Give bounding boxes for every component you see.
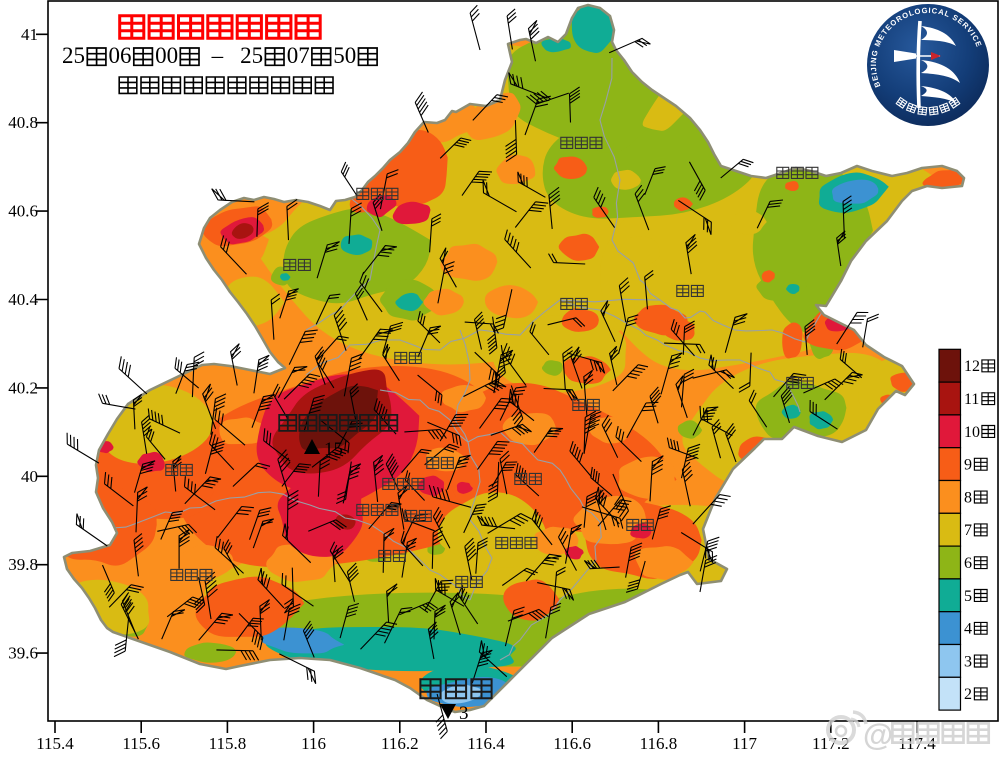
svg-text:25: 25	[240, 43, 263, 68]
svg-text:40.4: 40.4	[8, 290, 38, 309]
svg-text:9: 9	[964, 457, 972, 474]
svg-text:40.8: 40.8	[8, 113, 38, 132]
svg-text:116.6: 116.6	[553, 734, 591, 753]
svg-text:115.4: 115.4	[36, 734, 74, 753]
svg-text:2: 2	[964, 686, 972, 703]
svg-text:11: 11	[964, 391, 979, 408]
svg-text:117.2: 117.2	[812, 734, 850, 753]
svg-text:39.6: 39.6	[8, 644, 38, 663]
svg-text:50: 50	[333, 43, 356, 68]
svg-text:41: 41	[21, 25, 38, 44]
svg-text:15: 15	[324, 439, 343, 460]
svg-text:6: 6	[964, 555, 972, 572]
svg-text:40: 40	[21, 467, 38, 486]
svg-text:5: 5	[964, 588, 972, 605]
svg-text:00: 00	[155, 43, 178, 68]
svg-text:10: 10	[964, 424, 980, 441]
svg-text:115.8: 115.8	[209, 734, 247, 753]
svg-text:06: 06	[109, 43, 132, 68]
svg-text:3: 3	[459, 703, 469, 724]
svg-text:4: 4	[964, 621, 972, 638]
svg-text:40.2: 40.2	[8, 378, 38, 397]
svg-text:116.4: 116.4	[467, 734, 505, 753]
svg-text:25: 25	[62, 43, 85, 68]
svg-text:116.8: 116.8	[640, 734, 678, 753]
svg-text:–: –	[211, 43, 224, 68]
svg-text:7: 7	[964, 522, 972, 539]
svg-text:07: 07	[287, 43, 310, 68]
svg-text:@: @	[863, 717, 893, 752]
svg-text:8: 8	[964, 489, 972, 506]
svg-text:39.8: 39.8	[8, 555, 38, 574]
svg-text:40.6: 40.6	[8, 202, 38, 221]
svg-text:116.2: 116.2	[381, 734, 419, 753]
svg-text:115.6: 115.6	[122, 734, 160, 753]
svg-text:3: 3	[964, 653, 972, 670]
svg-text:12: 12	[964, 358, 980, 375]
svg-text:117: 117	[732, 734, 757, 753]
svg-text:116: 116	[301, 734, 326, 753]
